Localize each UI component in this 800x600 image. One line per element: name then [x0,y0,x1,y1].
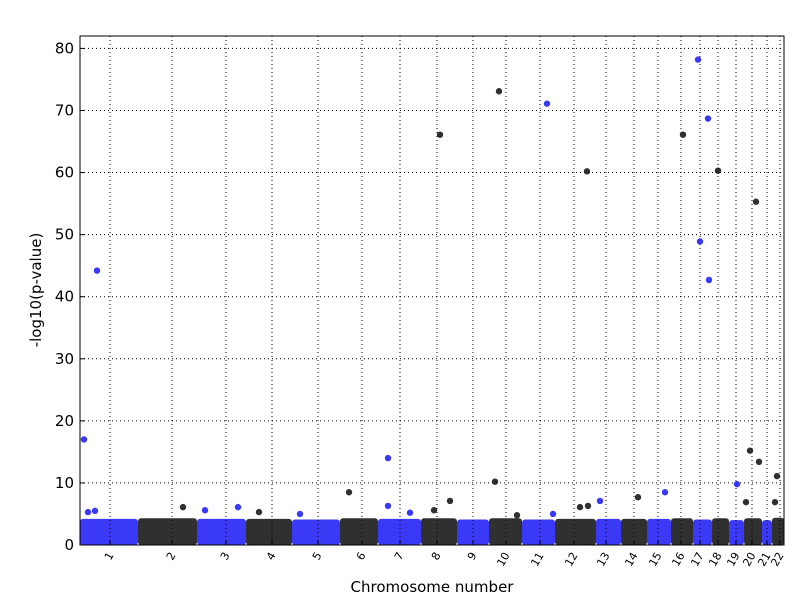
y-tick-label: 10 [55,474,74,492]
point [179,503,187,511]
point [746,447,754,454]
point [696,238,704,245]
point [634,494,642,501]
x-tick-label: 21 [755,550,773,569]
point-cluster [772,517,784,545]
x-tick-label: 20 [740,550,758,569]
point [430,507,438,514]
point [296,510,304,518]
point-cluster [489,518,522,545]
y-tick-label: 0 [64,536,74,554]
point [733,480,741,488]
point [93,267,101,274]
x-tick-label: 17 [688,550,706,569]
x-tick-label: 18 [706,550,724,569]
y-axis-label: -log10(p-value) [27,233,45,348]
x-tick-label: 16 [669,550,687,569]
point-cluster [712,518,729,545]
point [583,168,591,175]
point [661,489,669,496]
x-tick-label: 10 [494,550,512,569]
x-tick-label: 4 [264,550,279,563]
plot-frame [79,35,785,546]
x-tick-label: 13 [594,550,612,569]
point-cluster [522,519,555,545]
x-tick-label: 12 [562,550,580,569]
point-cluster [744,518,762,545]
point-cluster [647,518,671,545]
y-tick-label: 60 [55,164,74,182]
point [84,508,92,516]
point-cluster [621,518,647,545]
point-cluster [340,518,378,545]
point-cluster [197,518,246,545]
point-cluster [596,518,621,545]
point [714,167,722,174]
point [576,503,584,511]
point [755,458,763,466]
point [773,472,781,480]
point [704,115,712,122]
point [596,497,604,505]
x-tick-label: 19 [724,550,742,569]
point [771,498,779,506]
point-cluster [246,518,292,545]
point [201,507,209,514]
x-tick-label: 1 [102,550,117,563]
x-tick-label: 22 [768,550,786,569]
point [543,100,551,107]
y-tick-label: 50 [55,226,74,244]
y-tick-label: 80 [55,39,74,57]
point [584,502,592,510]
point [679,131,687,138]
point [345,489,353,496]
y-tick-label: 40 [55,288,74,306]
point [752,198,760,205]
x-tick-label: 14 [622,550,640,569]
point [436,131,444,138]
point [705,276,713,284]
y-tick-label: 30 [55,350,74,368]
point [694,56,702,63]
point [513,512,521,519]
point-cluster [292,519,340,545]
point-cluster [421,518,457,545]
x-tick-label: 8 [429,550,444,563]
point [234,503,242,511]
point [255,508,263,516]
x-tick-label: 6 [354,550,369,563]
point-cluster [138,518,197,545]
point [80,436,88,443]
point [384,502,392,510]
x-tick-label: 3 [218,550,233,563]
point-cluster [671,518,693,545]
point [406,509,414,516]
x-tick-label: 7 [392,550,407,563]
x-tick-label: 2 [164,550,179,563]
point [491,478,499,485]
point [446,497,454,505]
y-tick-label: 70 [55,101,74,119]
point [495,88,503,95]
point-cluster [378,518,421,545]
x-axis-label: Chromosome number [351,578,515,596]
y-tick-label: 20 [55,412,74,430]
point-cluster [555,518,596,545]
point-cluster [693,519,712,545]
point [549,510,557,518]
point-cluster [80,518,138,545]
x-tick-label: 15 [646,550,664,569]
x-tick-label: 11 [528,550,546,569]
point [91,507,99,515]
x-tick-label: 5 [310,550,325,563]
point [742,498,750,506]
x-tick-label: 9 [465,550,480,563]
point [384,454,392,462]
